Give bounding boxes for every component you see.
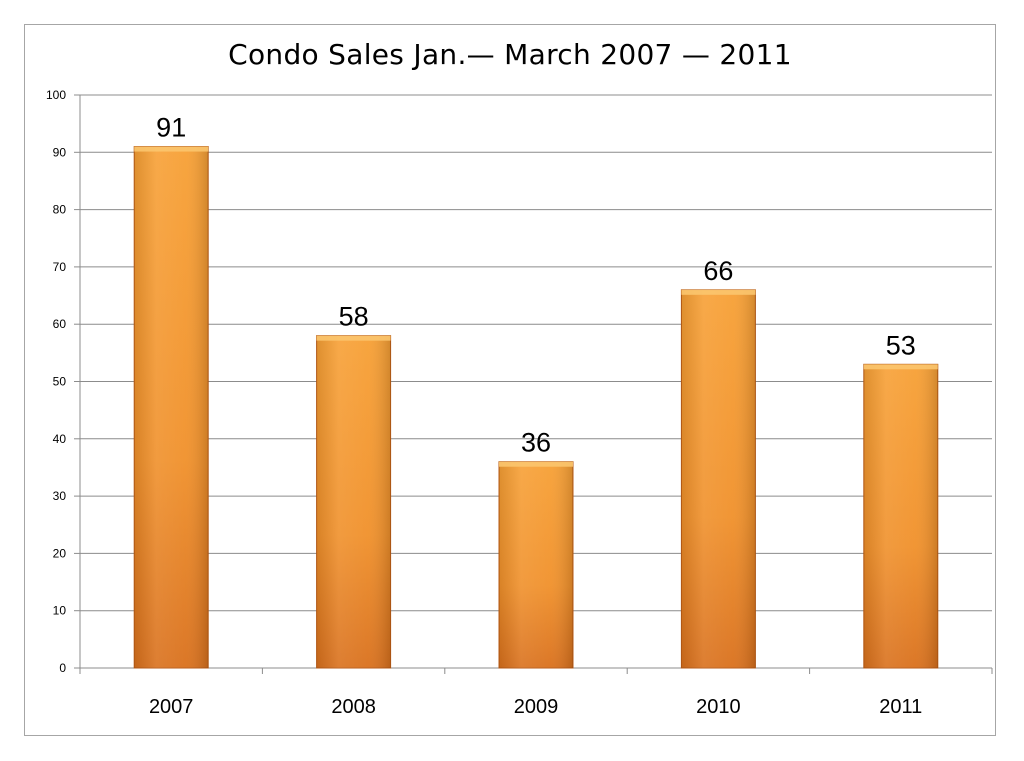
data-label-2011: 53 xyxy=(886,330,916,360)
x-tick-label-2011: 2011 xyxy=(879,696,922,718)
y-tick-label: 30 xyxy=(53,489,67,503)
data-label-2007: 91 xyxy=(156,113,186,143)
y-tick-label: 10 xyxy=(53,604,67,618)
bar-sheen-2010 xyxy=(681,289,756,668)
bar-sheen-2011 xyxy=(863,364,938,668)
chart-title: Condo Sales Jan.— March 2007 — 2011 xyxy=(228,38,792,71)
y-tick-label: 100 xyxy=(46,88,66,102)
y-tick-label: 50 xyxy=(53,375,67,389)
bar-sheen-2009 xyxy=(499,461,573,668)
bar-cap-2009 xyxy=(499,461,573,467)
y-tick-label: 70 xyxy=(53,260,67,274)
data-label-2010: 66 xyxy=(703,256,733,286)
x-tick-label-2008: 2008 xyxy=(331,696,376,718)
y-tick-label: 80 xyxy=(53,203,67,217)
y-tick-label: 60 xyxy=(53,317,67,331)
bars xyxy=(133,146,939,669)
x-tick-label-2007: 2007 xyxy=(149,696,194,718)
data-label-2009: 36 xyxy=(521,428,551,458)
y-tick-label: 90 xyxy=(53,145,67,159)
y-tick-label: 20 xyxy=(53,546,67,560)
y-tick-label: 0 xyxy=(59,661,66,675)
labels: 0 10 20 30 40 50 60 70 80 90 100 91 2007 58 2008 36 2009… xyxy=(46,88,922,718)
bar-cap-2008 xyxy=(316,335,391,341)
y-tick-label: 40 xyxy=(53,432,67,446)
bar-cap-2007 xyxy=(134,146,209,152)
bar-cap-2011 xyxy=(863,364,938,370)
data-label-2008: 58 xyxy=(339,302,369,332)
bar-sheen-2008 xyxy=(316,335,391,668)
bar-cap-2010 xyxy=(681,289,756,295)
x-tick-label-2009: 2009 xyxy=(514,696,559,718)
bar-sheen-2007 xyxy=(134,146,209,668)
x-tick-label-2010: 2010 xyxy=(696,696,741,718)
